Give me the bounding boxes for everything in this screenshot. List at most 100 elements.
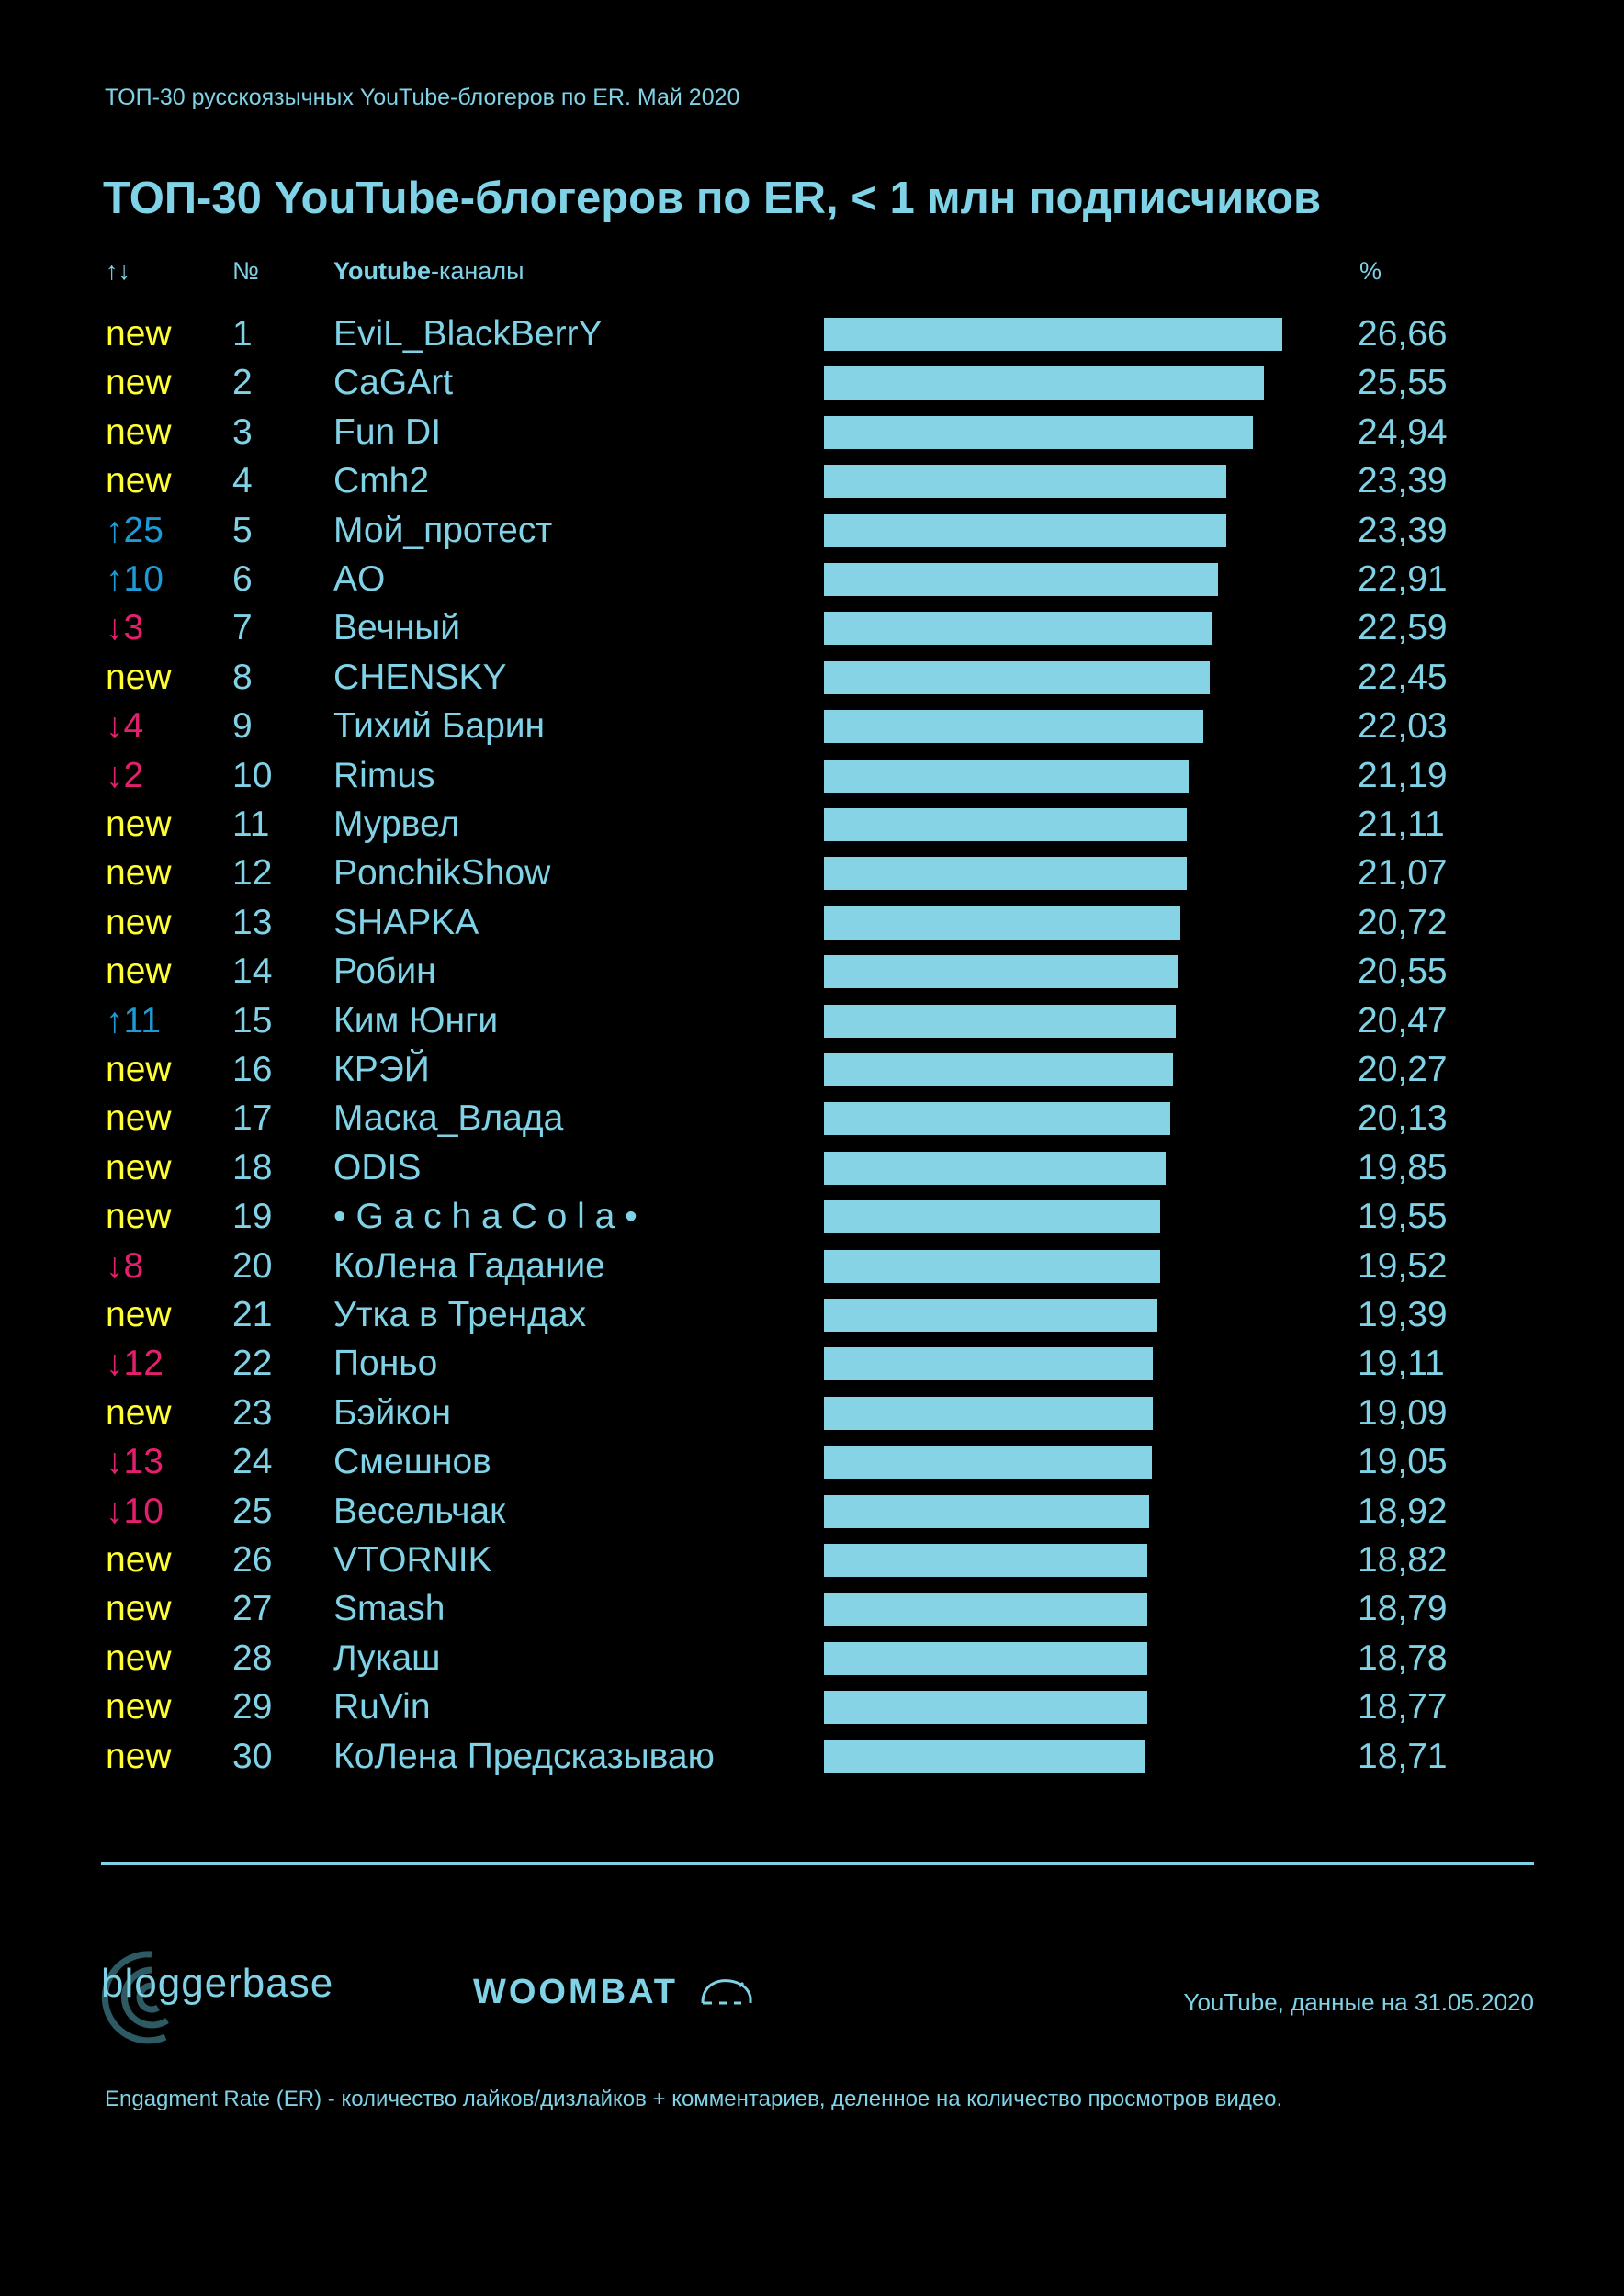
er-value: 20,72 — [1358, 902, 1448, 942]
position-change: ↓3 — [106, 608, 144, 648]
er-bar — [824, 1446, 1152, 1480]
rank-number: 19 — [232, 1197, 273, 1237]
position-change: new — [106, 1147, 172, 1187]
table-row: ↑25 5 Мой_протест 23,39 — [0, 506, 1624, 555]
rank-number: 10 — [232, 755, 273, 795]
er-value: 22,03 — [1358, 706, 1448, 747]
position-change: new — [106, 1392, 172, 1433]
channel-name: Fun DI — [333, 411, 442, 452]
wombat-icon — [701, 1979, 752, 2005]
rank-number: 15 — [232, 1000, 273, 1041]
er-definition: Engagment Rate (ER) - количество лайков/… — [105, 2087, 1283, 2111]
table-row: new 28 Лукаш 18,78 — [0, 1634, 1624, 1683]
position-change: new — [106, 1295, 172, 1334]
header-channel-bold: Youtube — [333, 257, 431, 285]
rank-number: 12 — [232, 853, 273, 894]
position-change: new — [106, 805, 172, 844]
er-bar — [824, 1641, 1147, 1675]
position-change: new — [106, 411, 172, 452]
channel-name: AO — [333, 559, 386, 599]
table-row: new 8 CHENSKY 22,45 — [0, 653, 1624, 702]
er-value: 21,11 — [1358, 805, 1445, 844]
position-change: new — [106, 902, 172, 942]
table-row: ↓8 20 КоЛена Гадание 19,52 — [0, 1242, 1624, 1290]
position-change: new — [106, 1638, 172, 1678]
er-bar — [824, 955, 1178, 989]
er-bar — [824, 1249, 1160, 1283]
channel-name: Cmh2 — [333, 461, 430, 501]
position-change: new — [106, 1736, 172, 1776]
er-value: 23,39 — [1358, 510, 1448, 550]
er-value: 18,71 — [1358, 1736, 1448, 1776]
table-row: new 16 КРЭЙ 20,27 — [0, 1045, 1624, 1094]
er-value: 18,92 — [1358, 1491, 1448, 1531]
rank-number: 7 — [232, 608, 253, 648]
rank-number: 16 — [232, 1050, 273, 1089]
er-value: 18,82 — [1358, 1540, 1448, 1580]
rank-number: 2 — [232, 363, 253, 403]
er-bar — [824, 1200, 1161, 1234]
er-bar — [824, 1396, 1153, 1430]
rank-number: 3 — [232, 411, 253, 452]
er-value: 20,13 — [1358, 1098, 1448, 1139]
er-value: 25,55 — [1358, 363, 1448, 403]
er-bar — [824, 1151, 1166, 1185]
er-bar — [824, 366, 1264, 400]
channel-name: Мурвел — [333, 805, 460, 844]
channel-name: ODIS — [333, 1147, 422, 1187]
er-value: 18,78 — [1358, 1638, 1448, 1678]
rank-number: 29 — [232, 1687, 273, 1728]
position-change: ↑25 — [106, 510, 164, 550]
channel-name: Смешнов — [333, 1442, 491, 1482]
header-channel-rest: -каналы — [430, 257, 524, 285]
channel-name: Поньо — [333, 1344, 438, 1384]
channel-name: Ким Юнги — [333, 1000, 499, 1041]
table-row: ↓13 24 Смешнов 19,05 — [0, 1437, 1624, 1486]
channel-name: КРЭЙ — [333, 1050, 430, 1089]
er-value: 22,45 — [1358, 657, 1448, 697]
table-row: new 30 КоЛена Предсказываю 18,71 — [0, 1732, 1624, 1781]
channel-name: Весельчак — [333, 1491, 506, 1531]
rank-number: 18 — [232, 1147, 273, 1187]
er-value: 20,55 — [1358, 951, 1448, 992]
er-value: 20,47 — [1358, 1000, 1448, 1041]
table-row: new 19 • G a c h a C o l a • 19,55 — [0, 1192, 1624, 1241]
er-bar — [824, 660, 1211, 694]
chart-title: ТОП-30 YouTube-блогеров по ER, < 1 млн п… — [103, 174, 1322, 223]
table-row: new 13 SHAPKA 20,72 — [0, 898, 1624, 947]
er-value: 19,85 — [1358, 1147, 1448, 1187]
table-row: new 29 RuVin 18,77 — [0, 1683, 1624, 1731]
table-row: new 1 EviL_BlackBerrY 26,66 — [0, 310, 1624, 358]
table-row: new 23 Бэйкон 19,09 — [0, 1389, 1624, 1437]
table-row: ↓10 25 Весельчак 18,92 — [0, 1487, 1624, 1536]
rank-number: 27 — [232, 1589, 273, 1629]
position-change: new — [106, 461, 172, 501]
er-bar — [824, 1347, 1153, 1381]
er-value: 19,55 — [1358, 1197, 1448, 1237]
er-value: 19,05 — [1358, 1442, 1448, 1482]
er-bar — [824, 1053, 1173, 1086]
rank-number: 30 — [232, 1736, 273, 1776]
header-rank: № — [232, 257, 259, 285]
channel-name: КоЛена Предсказываю — [333, 1736, 715, 1776]
rank-number: 24 — [232, 1442, 273, 1482]
divider — [101, 1862, 1534, 1865]
position-change: new — [106, 314, 172, 354]
rank-number: 13 — [232, 902, 273, 942]
position-change: new — [106, 1098, 172, 1139]
er-bar — [824, 808, 1188, 841]
er-value: 19,09 — [1358, 1392, 1448, 1433]
channel-name: Мой_протест — [333, 510, 553, 550]
channel-name: Бэйкон — [333, 1392, 452, 1433]
bloggerbase-swirl-icon — [101, 1951, 169, 2044]
table-row: ↓12 22 Поньо 19,11 — [0, 1339, 1624, 1388]
position-change: new — [106, 1197, 172, 1237]
er-value: 18,79 — [1358, 1589, 1448, 1629]
rank-number: 21 — [232, 1295, 273, 1334]
er-bar — [824, 612, 1213, 646]
rank-number: 9 — [232, 706, 253, 747]
table-row: ↑11 15 Ким Юнги 20,47 — [0, 996, 1624, 1045]
position-change: ↑10 — [106, 559, 164, 599]
position-change: ↓12 — [106, 1344, 164, 1384]
channel-name: Утка в Трендах — [333, 1295, 587, 1334]
